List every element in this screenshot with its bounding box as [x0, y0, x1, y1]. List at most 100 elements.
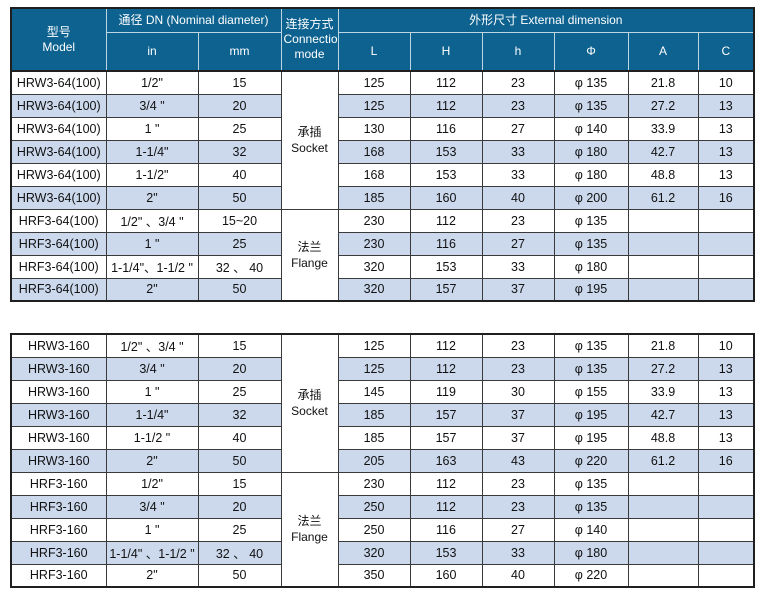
- table-row: HRW3-64(100) 1-1/4" 32 168 153 33 φ 180 42.7 13: [10, 139, 755, 164]
- dim-h-cell: 40: [481, 185, 555, 210]
- dn-in-cell: 2": [105, 185, 199, 210]
- table-row: HRF3-64(100) 1/2" 、3/4 " 15~20 法兰 Flange 230…: [10, 208, 755, 302]
- model-cell: HRW3-64(100): [10, 116, 107, 141]
- dim-L-cell: 130: [337, 116, 411, 141]
- dim-A-cell: 61.2: [627, 448, 699, 473]
- dim-H-cell: 116: [409, 517, 483, 542]
- dim-L-cell: 350: [337, 563, 411, 588]
- dim-phi-cell: φ 180: [553, 139, 629, 164]
- header-in: in: [105, 32, 199, 72]
- header-nominal-diameter: 通径 DN (Nominal diameter): [105, 7, 282, 33]
- dn-in-cell: 3/4 ": [105, 93, 199, 118]
- dim-H-cell: 112: [409, 70, 483, 95]
- dim-phi-cell: φ 180: [553, 254, 629, 279]
- dim-phi-cell: φ 180: [553, 162, 629, 187]
- model-cell: HRF3-64(100): [10, 254, 107, 279]
- dn-in-cell: 1/2" 、3/4 ": [105, 208, 199, 233]
- model-cell: HRW3-64(100): [10, 139, 107, 164]
- dim-C-cell: 10: [697, 70, 755, 95]
- dim-C-cell: 13: [697, 139, 755, 164]
- dim-H-cell: 157: [409, 402, 483, 427]
- connection-mode-cell: 法兰 Flange: [280, 208, 339, 302]
- table-row: HRF3-160 3/4 " 20 250 112 23 φ 135: [10, 494, 755, 519]
- table-row: HRW3-160 1-1/2 " 40 185 157 37 φ 195 48.8 13: [10, 425, 755, 450]
- dim-A-cell: [627, 208, 699, 233]
- header-model: 型号 Model: [10, 7, 107, 72]
- dim-phi-cell: φ 135: [553, 231, 629, 256]
- dn-in-cell: 1-1/4": [105, 139, 199, 164]
- model-cell: HRF3-160: [10, 471, 107, 496]
- dim-A-cell: 48.8: [627, 425, 699, 450]
- dn-mm-cell: 25: [197, 231, 282, 256]
- dim-phi-cell: φ 195: [553, 402, 629, 427]
- connection-mode-cell: 承插 Socket: [280, 70, 339, 210]
- dim-L-cell: 250: [337, 494, 411, 519]
- dn-mm-cell: 20: [197, 93, 282, 118]
- dim-A-cell: [627, 231, 699, 256]
- dim-h-cell: 23: [481, 333, 555, 358]
- model-cell: HRW3-160: [10, 356, 107, 381]
- dim-A-cell: [627, 277, 699, 302]
- table-body-64-100: HRW3-64(100) 1/2" 15 承插 Socket 125 112 23 φ 135…: [10, 70, 755, 302]
- dim-h-cell: 37: [481, 277, 555, 302]
- dim-C-cell: 13: [697, 402, 755, 427]
- dim-A-cell: [627, 563, 699, 588]
- dim-phi-cell: φ 140: [553, 116, 629, 141]
- dim-C-cell: 16: [697, 185, 755, 210]
- dim-C-cell: [697, 563, 755, 588]
- dim-A-cell: [627, 540, 699, 565]
- model-cell: HRW3-160: [10, 425, 107, 450]
- dim-h-cell: 23: [481, 494, 555, 519]
- model-cell: HRF3-64(100): [10, 231, 107, 256]
- table-row: HRF3-160 1-1/4" 、1-1/2 " 32 、 40 320 153 33 φ …: [10, 540, 755, 565]
- model-cell: HRF3-160: [10, 494, 107, 519]
- dn-in-cell: 2": [105, 448, 199, 473]
- dn-mm-cell: 50: [197, 277, 282, 302]
- dim-C-cell: [697, 540, 755, 565]
- model-cell: HRW3-64(100): [10, 162, 107, 187]
- dn-mm-cell: 20: [197, 494, 282, 519]
- dim-h-cell: 27: [481, 231, 555, 256]
- model-cell: HRF3-160: [10, 517, 107, 542]
- dim-H-cell: 157: [409, 425, 483, 450]
- table-row: HRW3-160 1/2" 、3/4 " 15 承插 Socket 125 112 23 φ …: [10, 333, 755, 473]
- dim-H-cell: 112: [409, 471, 483, 496]
- dim-h-cell: 23: [481, 70, 555, 95]
- dim-phi-cell: φ 155: [553, 379, 629, 404]
- header-dim-L: L: [337, 32, 411, 72]
- dn-mm-cell: 20: [197, 356, 282, 381]
- table-row: HRF3-64(100) 1-1/4"、1-1/2 " 32 、 40 320 153 3…: [10, 254, 755, 279]
- dn-mm-cell: 25: [197, 116, 282, 141]
- model-cell: HRW3-160: [10, 379, 107, 404]
- dn-in-cell: 1 ": [105, 116, 199, 141]
- table-row: HRW3-160 1 " 25 145 119 30 φ 155 33.9 13: [10, 379, 755, 404]
- dim-L-cell: 125: [337, 333, 411, 358]
- model-cell: HRF3-160: [10, 540, 107, 565]
- dn-mm-cell: 40: [197, 162, 282, 187]
- dim-L-cell: 320: [337, 540, 411, 565]
- model-cell: HRW3-160: [10, 333, 107, 358]
- dim-phi-cell: φ 140: [553, 517, 629, 542]
- dn-mm-cell: 25: [197, 379, 282, 404]
- dim-C-cell: 13: [697, 93, 755, 118]
- dim-h-cell: 33: [481, 162, 555, 187]
- dim-H-cell: 153: [409, 162, 483, 187]
- dim-h-cell: 23: [481, 356, 555, 381]
- dim-A-cell: [627, 517, 699, 542]
- dim-A-cell: 42.7: [627, 402, 699, 427]
- header-dim-H: H: [409, 32, 483, 72]
- table-body-160: HRW3-160 1/2" 、3/4 " 15 承插 Socket 125 112 23 φ …: [10, 333, 755, 588]
- dim-A-cell: [627, 494, 699, 519]
- dim-H-cell: 112: [409, 93, 483, 118]
- dim-phi-cell: φ 195: [553, 425, 629, 450]
- dim-L-cell: 125: [337, 356, 411, 381]
- dim-phi-cell: φ 135: [553, 471, 629, 496]
- table-gap: [10, 302, 765, 333]
- table-row: HRW3-64(100) 1 " 25 130 116 27 φ 140 33.9 13: [10, 116, 755, 141]
- dim-C-cell: [697, 517, 755, 542]
- model-cell: HRW3-64(100): [10, 93, 107, 118]
- dim-H-cell: 112: [409, 494, 483, 519]
- dim-phi-cell: φ 135: [553, 494, 629, 519]
- dim-H-cell: 160: [409, 185, 483, 210]
